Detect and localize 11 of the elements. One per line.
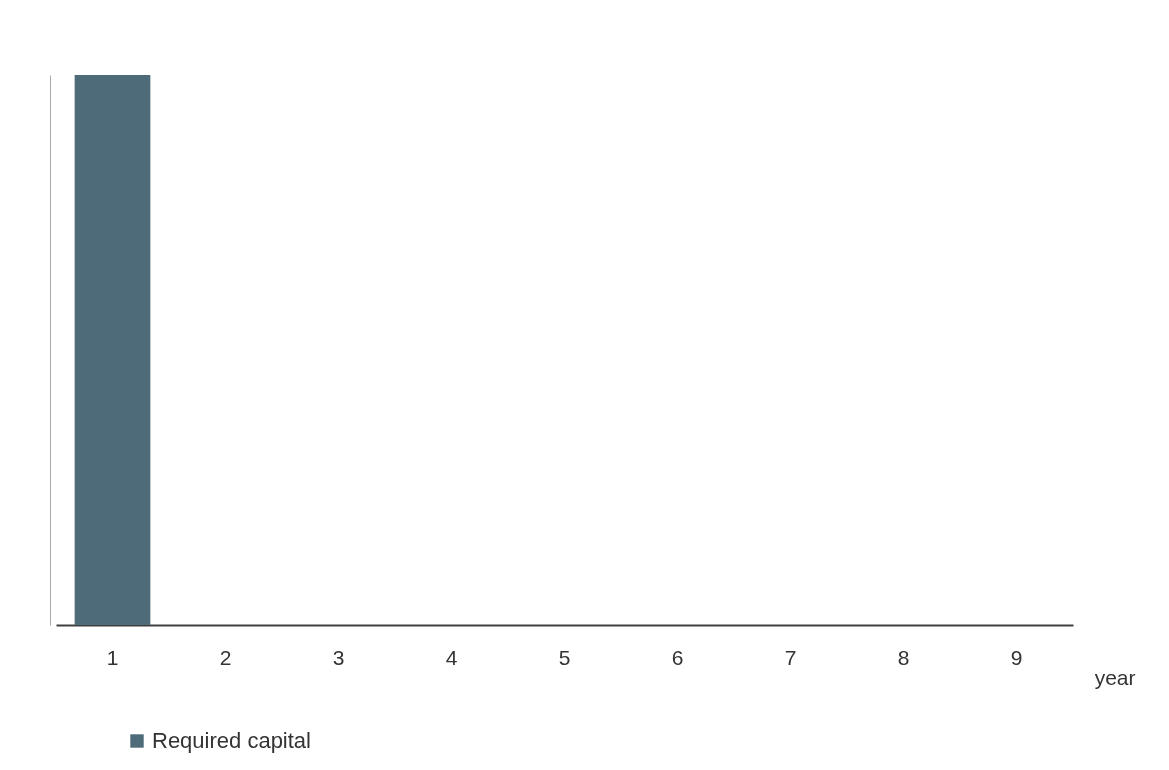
x-tick-label: 4: [445, 645, 458, 669]
x-tick-label: 1: [106, 645, 119, 669]
x-tick-label: 6: [671, 645, 684, 669]
x-tick-label: 9: [1010, 645, 1023, 669]
x-tick-label: 2: [219, 645, 232, 669]
x-tick-label: 7: [784, 645, 797, 669]
x-tick-label: 8: [897, 645, 910, 669]
x-tick-label: 3: [332, 645, 345, 669]
x-tick-label: 5: [558, 645, 571, 669]
x-axis-title: year: [1094, 665, 1136, 689]
legend-label: Required capital: [152, 728, 311, 753]
